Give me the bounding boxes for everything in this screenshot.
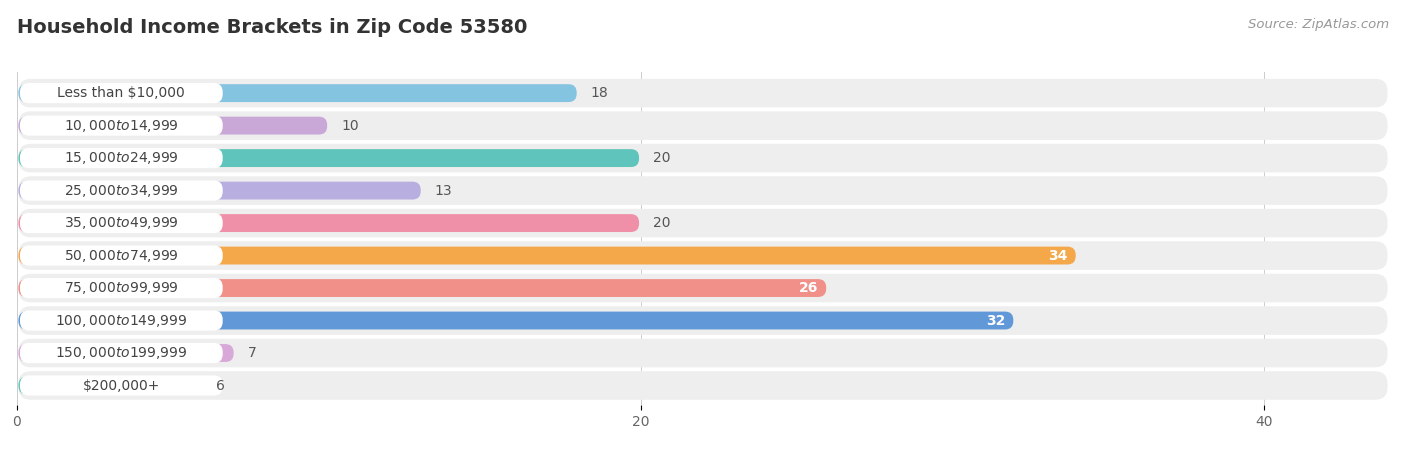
FancyBboxPatch shape <box>20 180 222 201</box>
Text: 18: 18 <box>591 86 609 100</box>
Text: $35,000 to $49,999: $35,000 to $49,999 <box>63 215 179 231</box>
Text: 20: 20 <box>654 216 671 230</box>
Text: 6: 6 <box>217 378 225 392</box>
FancyBboxPatch shape <box>18 274 1388 302</box>
FancyBboxPatch shape <box>18 279 827 297</box>
FancyBboxPatch shape <box>20 83 222 103</box>
Text: Source: ZipAtlas.com: Source: ZipAtlas.com <box>1249 18 1389 31</box>
Text: $150,000 to $199,999: $150,000 to $199,999 <box>55 345 187 361</box>
FancyBboxPatch shape <box>18 84 576 102</box>
Text: $50,000 to $74,999: $50,000 to $74,999 <box>63 248 179 264</box>
Text: 13: 13 <box>434 184 453 198</box>
FancyBboxPatch shape <box>18 311 1014 329</box>
FancyBboxPatch shape <box>20 310 222 331</box>
FancyBboxPatch shape <box>18 117 328 135</box>
FancyBboxPatch shape <box>18 306 1388 335</box>
FancyBboxPatch shape <box>18 371 1388 400</box>
FancyBboxPatch shape <box>18 176 1388 205</box>
Text: 7: 7 <box>247 346 256 360</box>
FancyBboxPatch shape <box>18 247 1076 265</box>
FancyBboxPatch shape <box>18 214 640 232</box>
Text: 26: 26 <box>799 281 818 295</box>
FancyBboxPatch shape <box>20 213 222 233</box>
Text: $25,000 to $34,999: $25,000 to $34,999 <box>63 183 179 198</box>
Text: $75,000 to $99,999: $75,000 to $99,999 <box>63 280 179 296</box>
FancyBboxPatch shape <box>20 148 222 168</box>
Text: 20: 20 <box>654 151 671 165</box>
FancyBboxPatch shape <box>18 241 1388 270</box>
Text: 10: 10 <box>342 119 359 133</box>
FancyBboxPatch shape <box>18 111 1388 140</box>
Text: Household Income Brackets in Zip Code 53580: Household Income Brackets in Zip Code 53… <box>17 18 527 37</box>
Text: Less than $10,000: Less than $10,000 <box>58 86 186 100</box>
FancyBboxPatch shape <box>18 79 1388 108</box>
FancyBboxPatch shape <box>18 377 202 395</box>
FancyBboxPatch shape <box>18 339 1388 367</box>
FancyBboxPatch shape <box>20 278 222 298</box>
Text: $10,000 to $14,999: $10,000 to $14,999 <box>63 117 179 134</box>
Text: 32: 32 <box>986 314 1005 328</box>
FancyBboxPatch shape <box>18 182 420 199</box>
FancyBboxPatch shape <box>20 116 222 136</box>
FancyBboxPatch shape <box>18 144 1388 172</box>
FancyBboxPatch shape <box>18 209 1388 237</box>
Text: $100,000 to $149,999: $100,000 to $149,999 <box>55 313 187 328</box>
FancyBboxPatch shape <box>20 246 222 266</box>
FancyBboxPatch shape <box>20 343 222 363</box>
Text: $15,000 to $24,999: $15,000 to $24,999 <box>63 150 179 166</box>
Text: 34: 34 <box>1049 248 1069 262</box>
FancyBboxPatch shape <box>18 149 640 167</box>
FancyBboxPatch shape <box>18 344 233 362</box>
FancyBboxPatch shape <box>20 375 222 396</box>
Text: $200,000+: $200,000+ <box>83 378 160 392</box>
